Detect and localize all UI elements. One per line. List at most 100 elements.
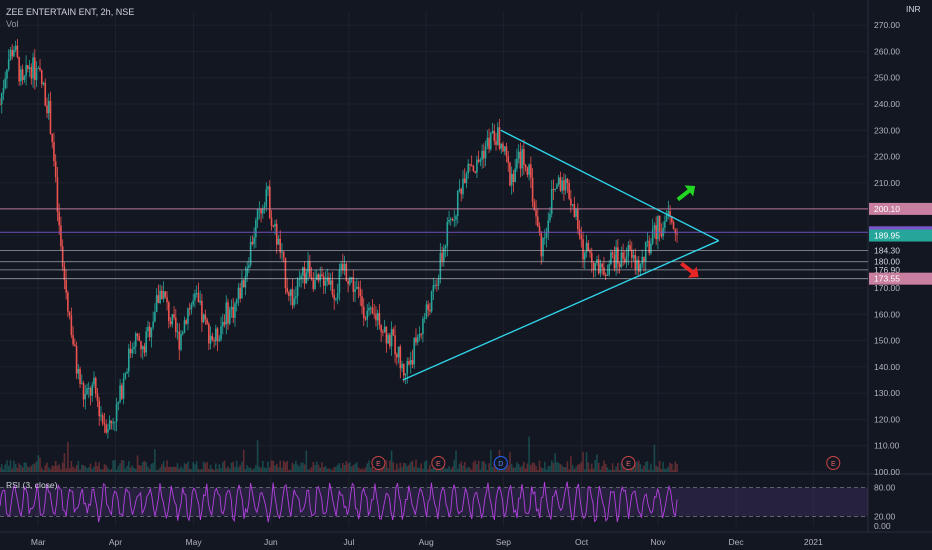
candle-body: [169, 321, 172, 325]
price-label-box: [869, 272, 932, 285]
candle-body: [580, 235, 583, 240]
candle-body: [361, 296, 363, 307]
candle-body: [397, 346, 400, 358]
candle-body: [624, 258, 626, 263]
volume-bar: [578, 464, 581, 472]
candle-body: [40, 70, 43, 85]
volume-bar: [477, 460, 480, 472]
event-marker[interactable]: [826, 456, 841, 470]
candle-body: [646, 240, 649, 242]
candle-body: [166, 297, 168, 303]
x-tick-label: 2021: [804, 537, 823, 547]
event-marker[interactable]: [621, 456, 636, 470]
trendline[interactable]: [402, 240, 719, 381]
candle-body: [465, 173, 468, 184]
x-tick-label: May: [186, 537, 203, 547]
volume-bar: [411, 460, 414, 472]
candle-body: [543, 237, 546, 239]
candle-body: [503, 146, 506, 152]
candle-body: [657, 215, 659, 240]
candle-body: [199, 300, 201, 303]
candle-body: [611, 252, 614, 255]
volume-bar: [53, 465, 55, 472]
volume-bar: [462, 465, 464, 472]
volume-bar: [188, 468, 191, 472]
volume-bar: [463, 461, 466, 472]
candle-body: [9, 49, 12, 60]
candle-body: [596, 259, 598, 263]
volume-bar: [436, 468, 438, 472]
event-marker-label: E: [831, 461, 836, 468]
volume-bar: [227, 466, 229, 472]
volume-bar: [443, 467, 445, 472]
price-label-box: [869, 245, 932, 256]
volume-bar: [331, 469, 334, 472]
candle-body: [103, 423, 106, 425]
candle-body: [519, 151, 522, 169]
candle-body: [420, 334, 422, 336]
candle-body: [396, 354, 398, 358]
candle-body: [256, 209, 259, 221]
trendline[interactable]: [500, 129, 720, 242]
event-marker[interactable]: [493, 456, 508, 470]
volume-bar: [634, 462, 637, 472]
candle-body: [500, 143, 503, 149]
candle-body: [418, 334, 421, 338]
candle-body: [244, 276, 247, 288]
candle-body: [298, 278, 301, 280]
candle-body: [173, 314, 175, 318]
event-marker[interactable]: [371, 456, 386, 470]
volume-bar: [636, 461, 638, 472]
candle-body: [575, 209, 577, 217]
candle-body: [150, 327, 153, 338]
volume-bar: [180, 466, 182, 472]
candle-body: [154, 312, 156, 322]
volume-bar: [136, 455, 139, 472]
volume-bar: [664, 468, 666, 472]
candle-body: [387, 334, 389, 344]
volume-bar: [474, 460, 476, 472]
volume-bar: [503, 467, 506, 472]
candle-body: [56, 177, 59, 212]
candle-body: [295, 296, 297, 299]
volume-bar: [413, 466, 416, 472]
volume-bar: [580, 462, 583, 472]
volume-bar: [599, 469, 602, 472]
volume-bar: [40, 467, 43, 472]
volume-bar: [84, 466, 87, 472]
volume-bar: [63, 453, 66, 472]
candle-body: [432, 285, 435, 292]
volume-bar: [653, 444, 656, 472]
candle-body: [477, 159, 480, 162]
event-marker-label: E: [376, 461, 381, 468]
volume-bar: [613, 469, 616, 472]
candle-body: [630, 249, 633, 258]
candle-body: [559, 177, 562, 191]
volume-bar: [169, 466, 172, 472]
volume-bar: [491, 466, 494, 472]
candle-body: [404, 373, 407, 376]
candle-body: [126, 371, 128, 374]
candle-body: [582, 239, 584, 260]
volume-bar: [648, 469, 650, 472]
volume-bar: [651, 469, 654, 472]
volume-bar: [627, 469, 630, 472]
candle-body: [81, 383, 83, 385]
candle-body: [669, 211, 671, 217]
x-tick-label: Nov: [650, 537, 666, 547]
event-marker[interactable]: [431, 456, 446, 470]
candle-body: [202, 314, 205, 323]
volume-bar: [265, 468, 268, 472]
candle-body: [672, 222, 675, 230]
volume-bar: [18, 463, 20, 472]
candle-body: [234, 303, 236, 318]
candle-body: [98, 400, 101, 417]
volume-label: Vol: [6, 19, 19, 29]
volume-bar: [121, 460, 123, 472]
candle-body: [268, 186, 271, 218]
candle-body: [554, 188, 557, 190]
candle-body: [606, 274, 609, 276]
volume-bar: [587, 462, 590, 472]
volume-bar: [295, 460, 297, 472]
